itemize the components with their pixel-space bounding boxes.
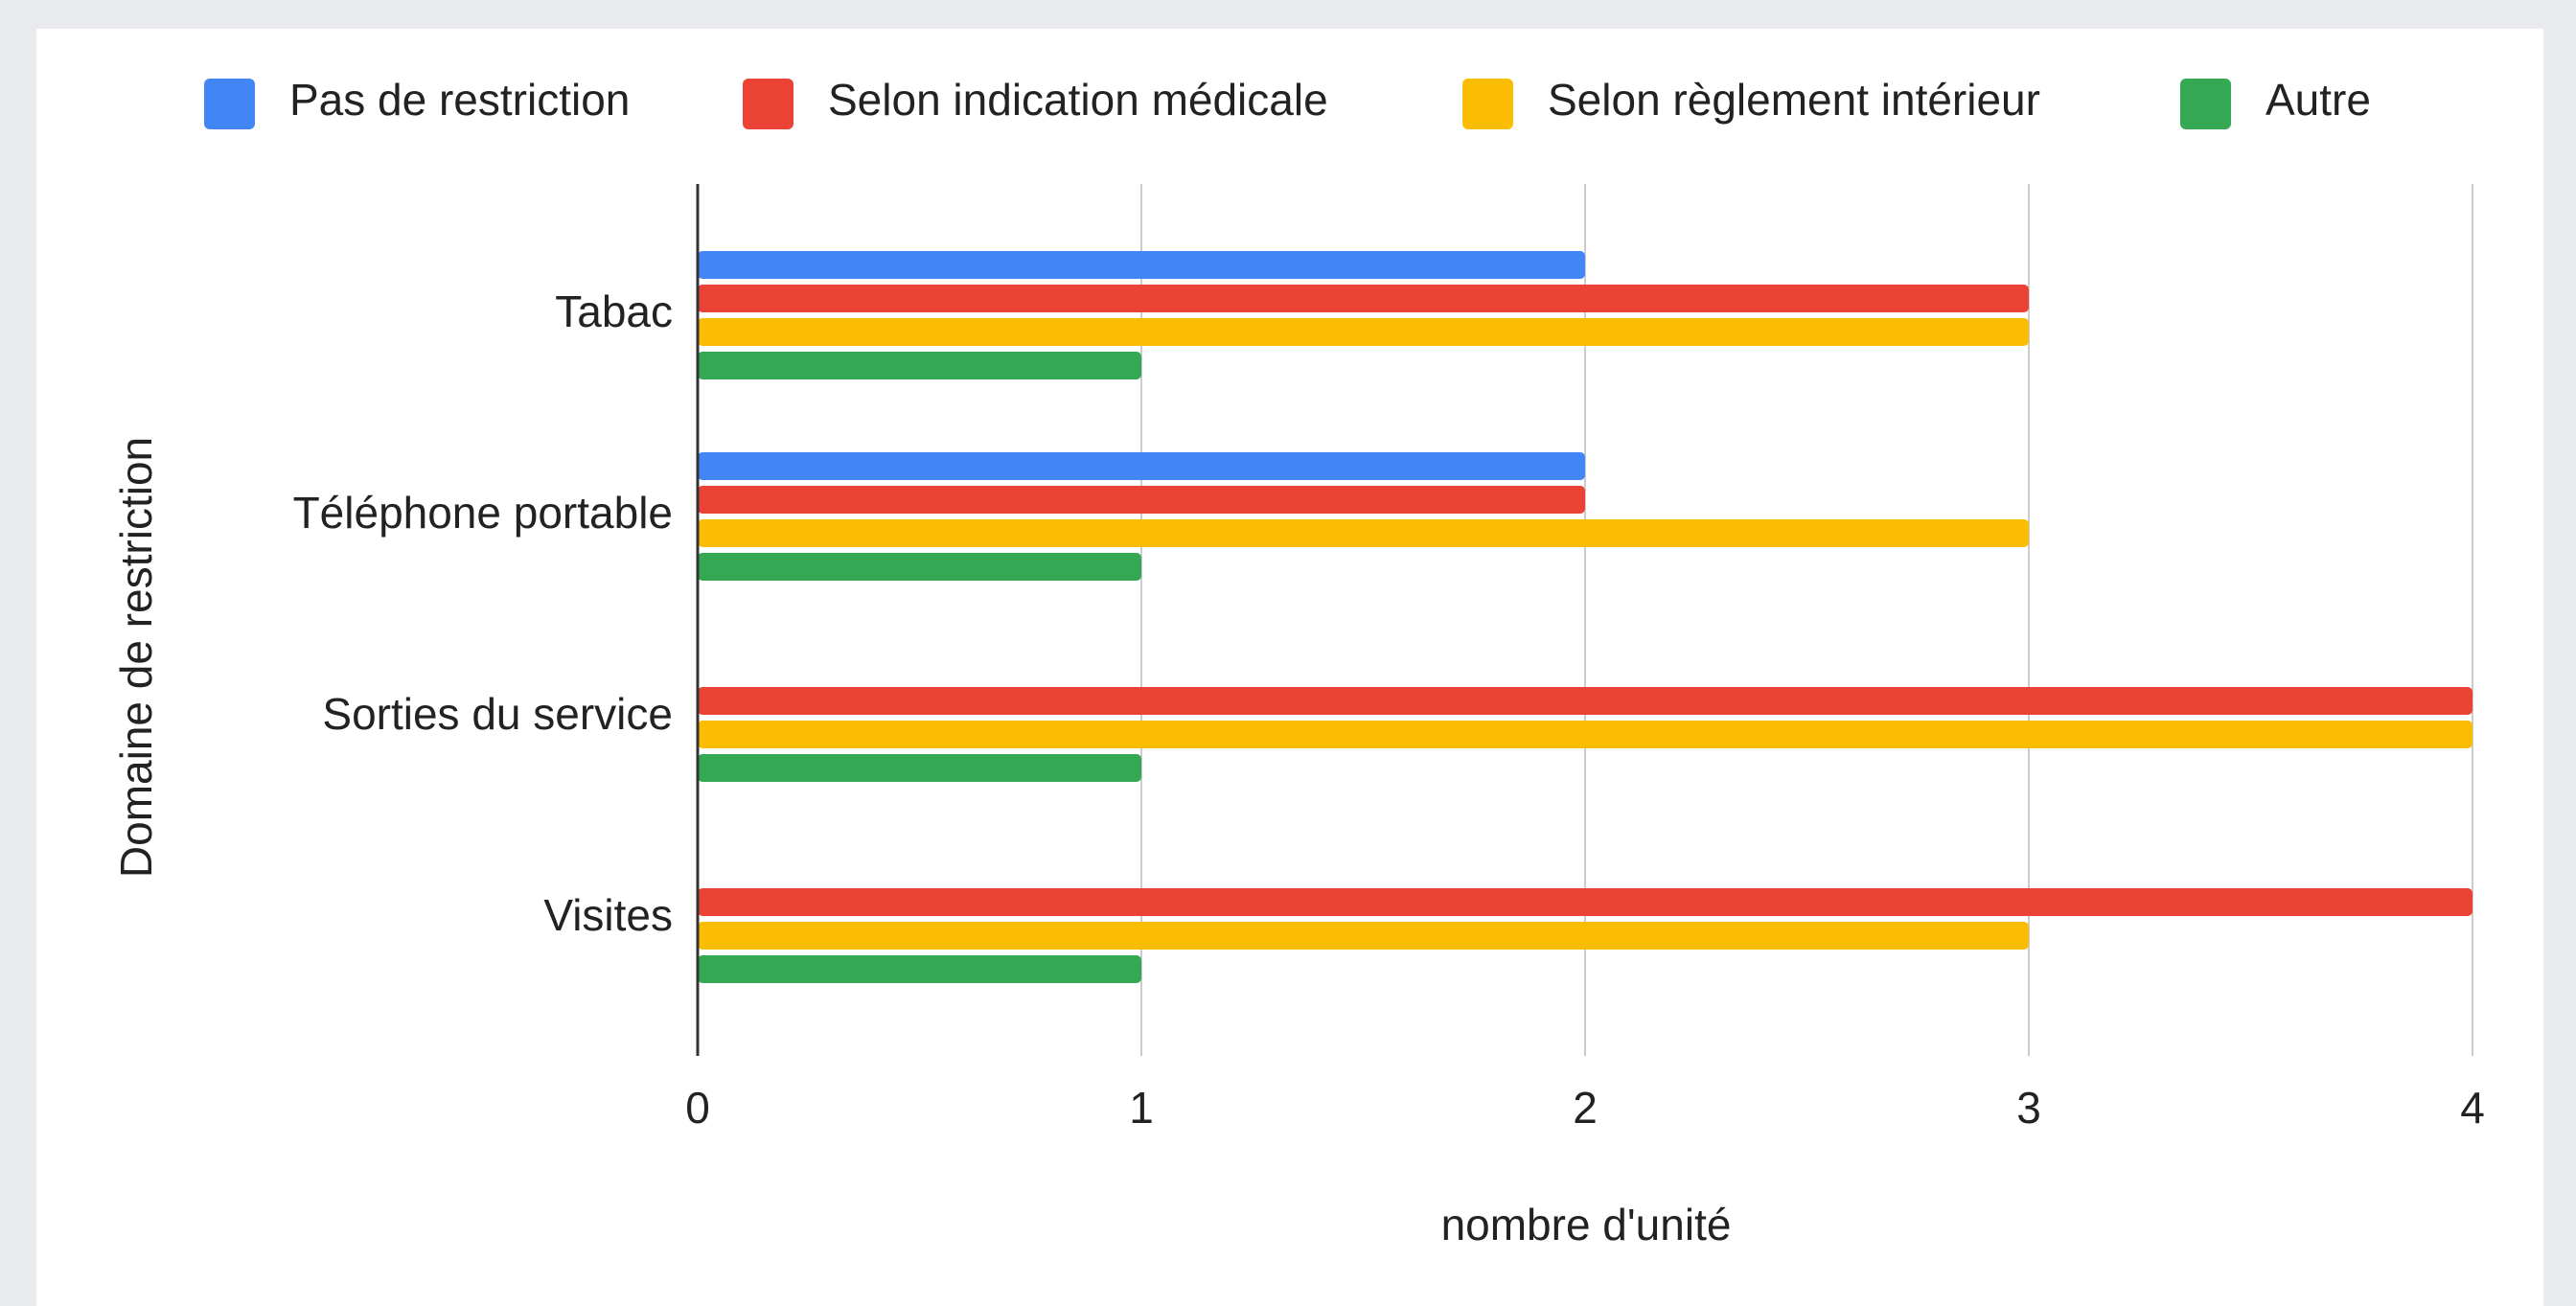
y-tick-label: Sorties du service <box>322 689 673 739</box>
bar <box>698 955 1141 983</box>
y-tick-label: Visites <box>543 890 673 940</box>
legend-label: Selon règlement intérieur <box>1548 75 2040 125</box>
chart-panel <box>36 29 2543 1306</box>
bar <box>698 452 1585 480</box>
legend-swatch <box>743 79 794 129</box>
bar <box>698 721 2472 748</box>
legend-label: Pas de restriction <box>289 75 630 125</box>
bar <box>698 888 2472 916</box>
x-tick-label: 4 <box>2460 1083 2485 1133</box>
x-tick-label: 2 <box>1573 1083 1598 1133</box>
x-tick-label: 3 <box>2016 1083 2041 1133</box>
y-tick-label: Tabac <box>555 286 673 336</box>
bar <box>698 687 2472 715</box>
legend-swatch <box>1462 79 1513 129</box>
legend-label: Autre <box>2266 75 2371 125</box>
bar <box>698 251 1585 279</box>
bar <box>698 318 2029 346</box>
bar <box>698 922 2029 950</box>
x-axis-label: nombre d'unité <box>1441 1200 1732 1249</box>
x-tick-label: 0 <box>685 1083 710 1133</box>
legend-swatch <box>2180 79 2231 129</box>
bar <box>698 285 2029 312</box>
bar <box>698 754 1141 782</box>
bar <box>698 352 1141 379</box>
x-tick-label: 1 <box>1129 1083 1154 1133</box>
bar <box>698 519 2029 547</box>
bar <box>698 486 1585 514</box>
y-axis-label: Domaine de restriction <box>111 437 161 878</box>
legend-label: Selon indication médicale <box>828 75 1328 125</box>
legend-swatch <box>204 79 255 129</box>
bar <box>698 553 1141 581</box>
y-tick-label: Téléphone portable <box>293 488 673 538</box>
